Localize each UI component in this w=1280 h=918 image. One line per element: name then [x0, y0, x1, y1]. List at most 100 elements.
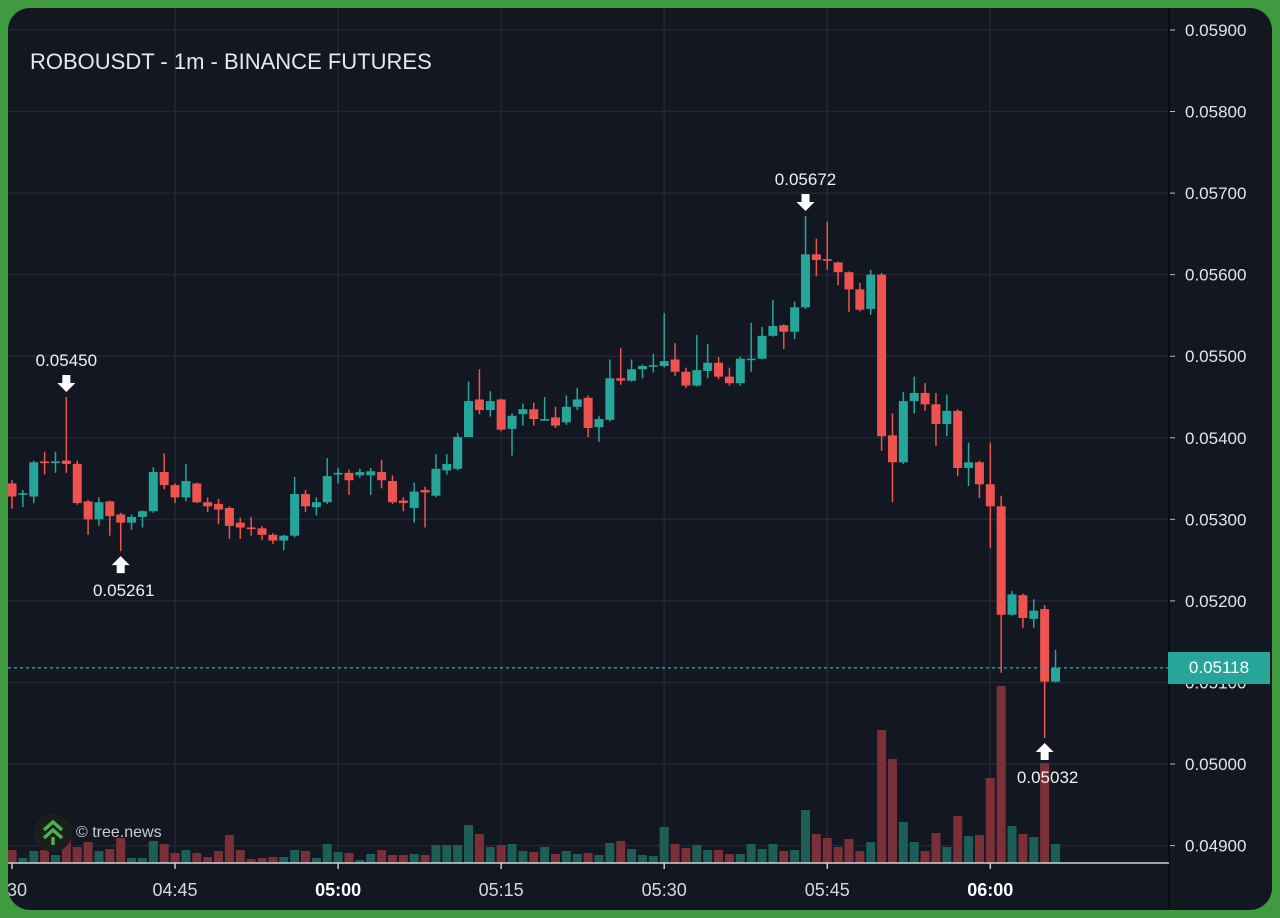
candle-body — [659, 361, 669, 367]
volume-bar — [551, 854, 560, 863]
volume-bar — [931, 833, 941, 863]
candle-body — [811, 254, 821, 260]
candle-body — [83, 501, 93, 520]
candle-body — [72, 463, 82, 504]
candle-body — [18, 493, 28, 495]
candle-body — [192, 483, 202, 503]
candle-body — [844, 272, 854, 290]
candle-body — [985, 484, 995, 507]
candle-body — [214, 503, 224, 510]
volume-bar — [518, 851, 528, 863]
volume-bar — [464, 825, 474, 863]
candle-body — [105, 501, 115, 517]
candle-body — [681, 371, 691, 386]
volume-bar — [561, 851, 571, 863]
volume-bar — [920, 851, 930, 863]
y-tick-label: 0.05900 — [1185, 21, 1246, 40]
candle-body — [1051, 667, 1061, 682]
candle-body — [801, 254, 811, 308]
candlestick-chart[interactable]: 0.05450 0.05261 0.05672 0.05032 0.05900 0.05… — [8, 8, 1272, 910]
volume-bar — [1007, 826, 1017, 863]
candle-body — [1007, 594, 1017, 615]
y-tick-label: 0.04900 — [1185, 837, 1246, 856]
chart-panel[interactable]: 0.05450 0.05261 0.05672 0.05032 0.05900 0.05… — [8, 8, 1272, 910]
candle-body — [529, 409, 539, 420]
volume-bar — [322, 844, 332, 863]
candle-body — [333, 472, 343, 475]
volume-bar — [768, 844, 778, 863]
candle-body — [833, 262, 843, 273]
candle-body — [877, 274, 887, 437]
volume-bar — [898, 822, 908, 863]
candle-body — [224, 507, 234, 526]
candle-body — [909, 392, 919, 402]
candle-body — [170, 485, 180, 498]
candle-body — [453, 436, 463, 469]
volume-bars — [8, 686, 1061, 863]
last-price-label: 0.05118 — [1168, 652, 1270, 684]
candle-body — [518, 409, 528, 415]
candle-body — [703, 362, 713, 371]
candle-body — [714, 362, 724, 377]
volume-bar — [268, 857, 278, 863]
volume-bar — [540, 847, 550, 863]
volume-bar — [746, 844, 756, 863]
candle-body — [768, 326, 778, 336]
volume-bar — [148, 841, 158, 863]
y-tick-label: 0.05300 — [1185, 510, 1246, 529]
volume-bar — [714, 850, 724, 863]
volume-bar — [29, 851, 39, 863]
volume-bar — [377, 850, 387, 863]
candle-body — [366, 471, 376, 476]
volume-bar — [474, 834, 484, 863]
volume-bar — [257, 858, 267, 863]
candle-body — [670, 359, 680, 372]
volume-bar — [779, 851, 789, 863]
candle-body — [409, 491, 419, 508]
candle-body — [594, 419, 604, 428]
candle-body — [94, 502, 104, 520]
volume-bar — [72, 847, 82, 863]
candle-body — [551, 417, 560, 426]
volume-bar — [866, 842, 876, 863]
volume-bar — [496, 845, 506, 863]
volume-bar — [670, 844, 680, 863]
watermark-text: © tree.news — [76, 824, 162, 841]
volume-bar — [822, 838, 832, 863]
volume-bar — [366, 854, 376, 863]
arrow-down-icon — [57, 375, 76, 393]
candle-body — [866, 274, 876, 309]
volume-bar — [909, 842, 919, 863]
volume-bar — [942, 847, 952, 863]
candle-body — [627, 369, 637, 381]
candle-body — [931, 404, 941, 424]
candle-body — [637, 366, 647, 370]
volume-bar — [214, 851, 224, 863]
volume-bar — [94, 851, 104, 863]
tree-chevrons-icon — [34, 814, 72, 852]
volume-bar — [605, 843, 615, 863]
grid — [8, 8, 1169, 863]
candle-body — [398, 500, 408, 504]
chart-title: ROBOUSDT - 1m - BINANCE FUTURES — [30, 49, 432, 74]
candle-body — [724, 376, 734, 384]
x-tick-label: 05:15 — [479, 880, 524, 900]
volume-bar — [409, 854, 419, 863]
candle-body — [464, 401, 474, 437]
candle-body — [964, 462, 974, 468]
candle-body — [159, 472, 169, 486]
volume-bar — [974, 835, 984, 863]
volume-bar — [616, 841, 626, 863]
volume-bar — [627, 849, 637, 863]
candle-body — [757, 335, 767, 359]
high-price-label: 0.05450 — [36, 351, 97, 370]
volume-bar — [290, 850, 300, 863]
volume-bar — [790, 850, 800, 863]
volume-bar — [116, 838, 126, 863]
volume-bar — [681, 848, 691, 863]
candle-body — [996, 506, 1006, 615]
x-tick-label: 06:00 — [967, 880, 1013, 900]
candle-body — [181, 481, 191, 498]
volume-bar — [811, 834, 821, 863]
candle-body — [1018, 595, 1028, 619]
